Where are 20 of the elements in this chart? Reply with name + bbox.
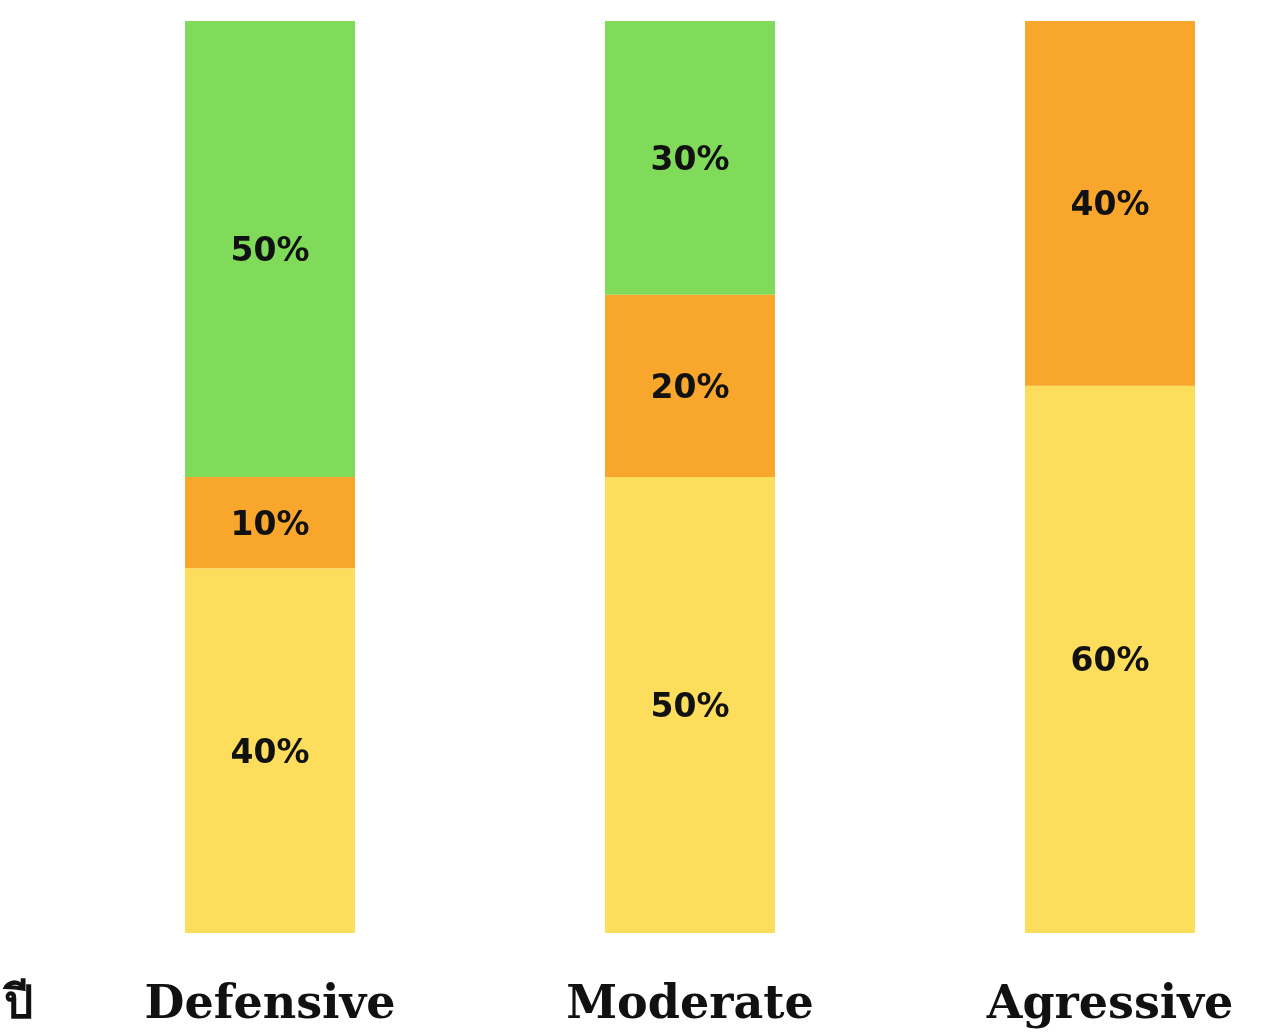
data-label: 50% <box>650 686 730 725</box>
bar <box>605 21 775 295</box>
data-label: 40% <box>1070 184 1150 224</box>
data-label: 30% <box>650 138 730 178</box>
bar <box>185 21 355 477</box>
x-tick-label: Defensive <box>144 975 396 1029</box>
x-tick-label: Moderate <box>566 975 814 1029</box>
data-label: 10% <box>230 503 310 543</box>
data-label: 40% <box>230 731 310 771</box>
data-label: 60% <box>1070 640 1150 680</box>
bar <box>185 477 355 569</box>
x-tick-label: Agressive <box>985 975 1234 1029</box>
data-label: 50% <box>230 230 310 269</box>
bar <box>605 294 775 477</box>
bar <box>605 477 775 933</box>
bar <box>1025 21 1195 386</box>
bar <box>185 568 355 933</box>
text: ปี <box>2 975 33 1029</box>
data-label: 20% <box>650 366 730 406</box>
bar <box>1025 385 1195 933</box>
